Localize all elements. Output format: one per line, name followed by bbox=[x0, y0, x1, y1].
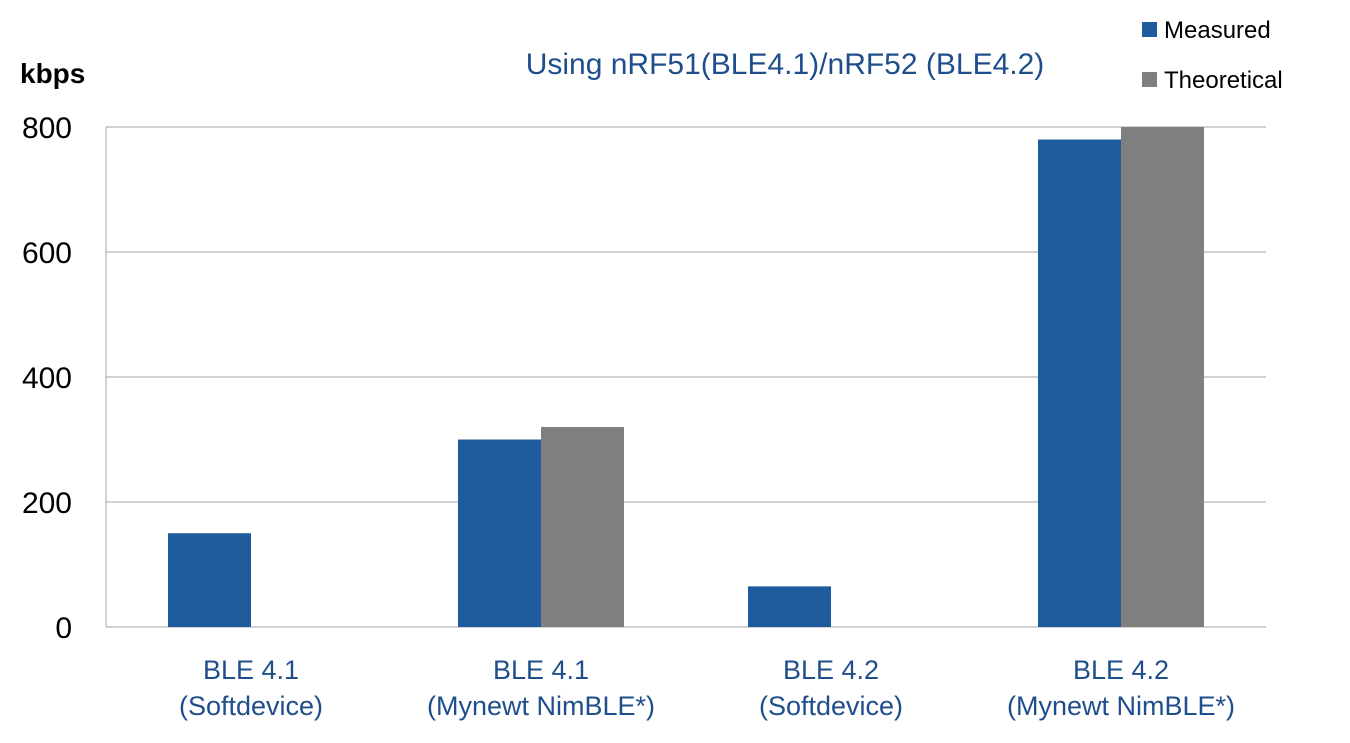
y-tick-label: 800 bbox=[22, 112, 72, 145]
x-category-label: BLE 4.1 bbox=[203, 655, 299, 685]
legend-label-theoretical: Theoretical bbox=[1164, 67, 1283, 94]
x-category-label: BLE 4.1 bbox=[493, 655, 589, 685]
bars bbox=[168, 127, 1204, 627]
y-tick-label: 0 bbox=[55, 612, 72, 645]
x-axis-categories: BLE 4.1 (Softdevice) BLE 4.1 (Mynewt NimBLE… bbox=[179, 655, 1235, 721]
bar-measured-4 bbox=[1038, 139, 1121, 627]
x-category-label: (Mynewt NimBLE*) bbox=[427, 691, 655, 721]
x-category-label: BLE 4.2 bbox=[783, 655, 879, 685]
bar-theoretical-4 bbox=[1121, 127, 1204, 627]
legend-swatch-theoretical bbox=[1142, 72, 1157, 87]
y-tick-label: 400 bbox=[22, 362, 72, 395]
legend: Measured Theoretical bbox=[1142, 17, 1283, 94]
x-category-label: BLE 4.2 bbox=[1073, 655, 1169, 685]
bar-measured-3 bbox=[748, 586, 831, 627]
y-tick-label: 200 bbox=[22, 487, 72, 520]
y-axis-label: kbps bbox=[20, 58, 85, 89]
y-tick-label: 600 bbox=[22, 237, 72, 270]
x-category-label: (Softdevice) bbox=[759, 691, 903, 721]
bar-measured-1 bbox=[168, 533, 251, 627]
x-category-label: (Softdevice) bbox=[179, 691, 323, 721]
legend-swatch-measured bbox=[1142, 22, 1157, 37]
y-axis-ticks: 0 200 400 600 800 bbox=[22, 112, 72, 645]
x-category-label: (Mynewt NimBLE*) bbox=[1007, 691, 1235, 721]
chart-title: Using nRF51(BLE4.1)/nRF52 (BLE4.2) bbox=[526, 48, 1045, 81]
bar-measured-2 bbox=[458, 439, 541, 627]
legend-label-measured: Measured bbox=[1164, 17, 1271, 44]
bar-theoretical-2 bbox=[541, 427, 624, 627]
